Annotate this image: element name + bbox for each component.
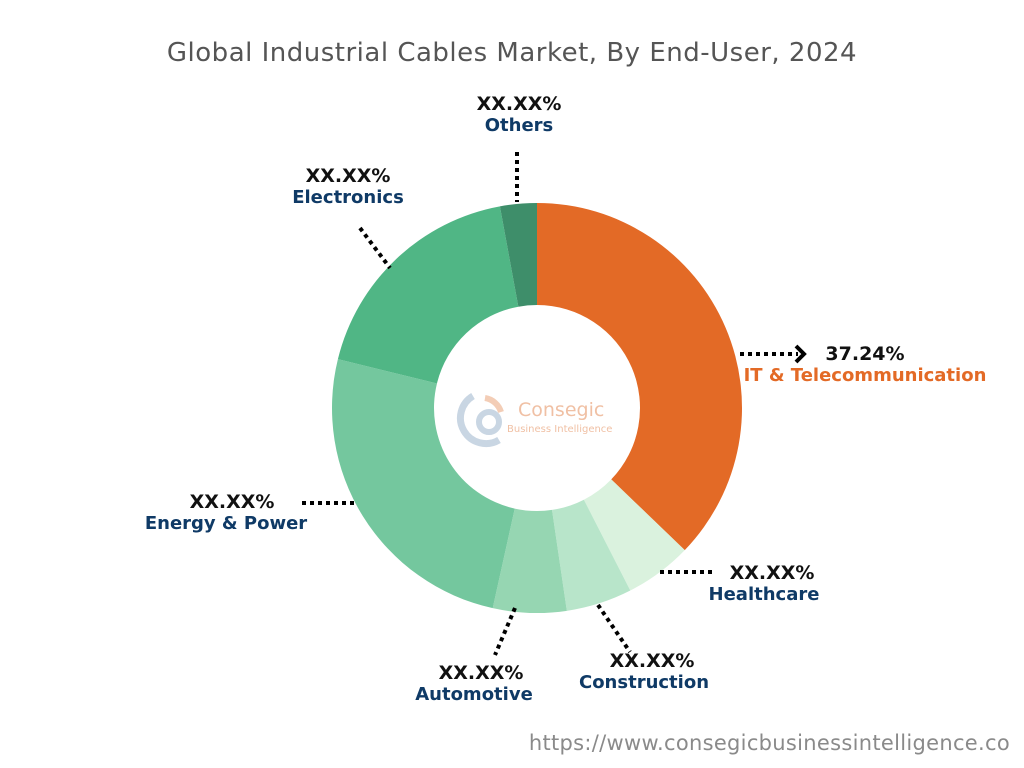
slice-others — [499, 203, 537, 307]
label-healthcare: XX.XX% Healthcare — [709, 562, 820, 605]
label-construction: XX.XX% Construction — [579, 650, 709, 693]
label-energy-power: XX.XX% Energy & Power — [145, 491, 307, 534]
pct-energy-power: XX.XX% — [189, 491, 275, 513]
label-automotive: XX.XX% Automotive — [415, 662, 533, 705]
chart-title: Global Industrial Cables Market, By End-… — [166, 38, 858, 68]
label-it-telecom: 37.24% IT & Telecommunication — [744, 343, 987, 386]
label-others: XX.XX% Others — [477, 93, 562, 136]
slice-healthcare — [583, 479, 685, 591]
name-electronics: Electronics — [292, 187, 404, 208]
pct-healthcare: XX.XX% — [729, 562, 815, 584]
leader-line-automotive — [493, 607, 517, 656]
name-energy-power: Energy & Power — [144, 513, 308, 534]
slice-construction — [552, 499, 631, 611]
pct-it-telecom: 37.24% — [825, 343, 905, 365]
name-healthcare: Healthcare — [708, 584, 820, 605]
name-construction: Construction — [578, 672, 710, 693]
pct-electronics: XX.XX% — [305, 165, 391, 187]
logo-name: Consegic — [518, 399, 605, 421]
slice-automotive — [492, 508, 567, 614]
consegic-logo: Consegic Business Intelligence — [455, 388, 612, 452]
slice-energy-power — [331, 359, 515, 609]
pct-automotive: XX.XX% — [438, 662, 524, 684]
name-automotive: Automotive — [415, 684, 533, 705]
source-url[interactable]: https://www.consegicbusinessintelligence… — [528, 731, 1010, 755]
leader-line-electronics — [358, 226, 392, 270]
pct-others: XX.XX% — [476, 93, 562, 115]
logo-icon — [456, 392, 504, 448]
arrow-head-icon — [794, 344, 807, 364]
logo-tagline: Business Intelligence — [507, 424, 613, 435]
name-others: Others — [484, 115, 554, 136]
name-it-telecom: IT & Telecommunication — [743, 365, 987, 386]
label-electronics: XX.XX% Electronics — [292, 165, 404, 208]
slice-it-telecommunication — [537, 203, 742, 551]
leader-line-construction — [596, 603, 632, 654]
pct-construction: XX.XX% — [609, 650, 695, 672]
slice-electronics — [337, 206, 519, 384]
